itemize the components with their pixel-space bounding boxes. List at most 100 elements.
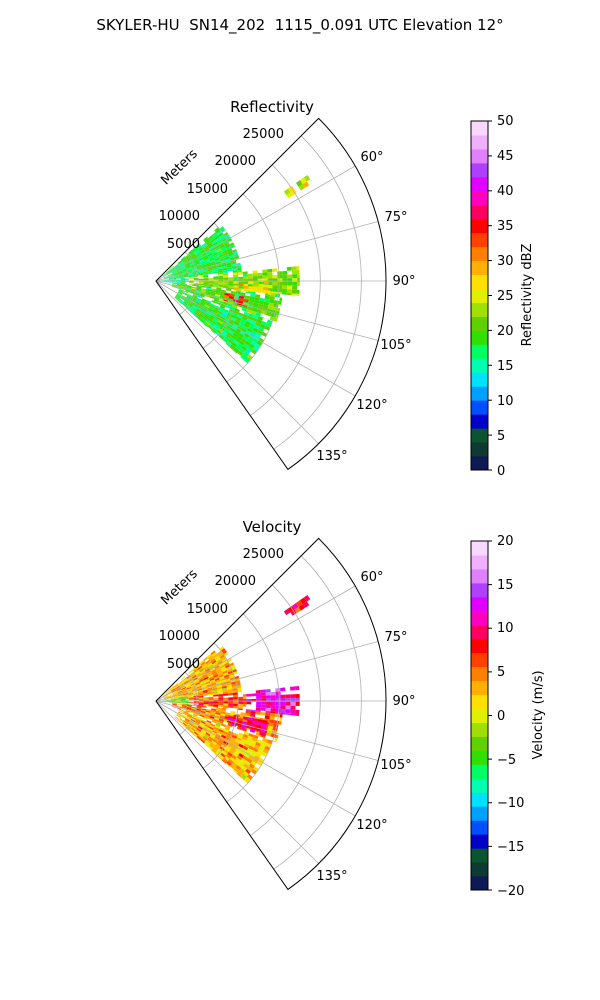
echo-cell	[230, 316, 237, 322]
echo-cell	[221, 265, 228, 269]
echo-cell	[210, 709, 217, 713]
echo-cell	[196, 736, 201, 741]
echo-cell	[252, 346, 259, 352]
echo-cell	[165, 689, 170, 693]
echo-cell	[212, 241, 218, 246]
echo-cell	[262, 272, 268, 276]
echo-cell	[181, 285, 187, 288]
echo-cell	[201, 684, 207, 688]
echo-cell	[200, 300, 206, 305]
echo-cell	[224, 747, 231, 752]
echo-cell	[180, 265, 186, 269]
echo-cell	[199, 258, 205, 263]
echo-cell	[208, 719, 214, 721]
echo-cell	[183, 274, 189, 277]
echo-cell	[174, 684, 179, 688]
echo-cell	[237, 288, 243, 291]
colorbar-tick-label: 10	[497, 394, 514, 409]
echo-cell	[205, 710, 211, 713]
echo-cell	[170, 699, 176, 701]
echo-cell	[213, 233, 219, 239]
echo-cell	[184, 263, 190, 267]
range-ring	[226, 613, 280, 803]
echo-cell	[180, 279, 186, 281]
echo-cell	[299, 177, 307, 185]
echo-cell	[201, 288, 207, 291]
echo-cell	[232, 668, 237, 673]
colorbar-tick-label: 5	[497, 665, 505, 680]
echo-cell	[183, 679, 188, 684]
colorbar-swatch	[471, 372, 488, 387]
echo-cell	[195, 709, 201, 713]
echo-cell	[225, 753, 232, 759]
colorbar-swatch	[471, 638, 488, 654]
echo-cell	[180, 256, 186, 261]
colorbar-swatch	[471, 541, 488, 556]
echo-cell	[226, 668, 233, 673]
echo-cell	[181, 714, 187, 718]
echo-cell	[166, 270, 171, 274]
colorbar-swatch	[471, 414, 488, 429]
echo-cell	[198, 702, 204, 704]
range-ring	[202, 222, 239, 349]
echo-cell	[178, 262, 184, 266]
echo-cell	[256, 309, 263, 314]
echo-cell	[202, 688, 208, 691]
echo-cell	[170, 267, 176, 272]
echo-cell	[191, 266, 197, 269]
echo-cell	[178, 299, 183, 304]
echo-cell	[238, 323, 244, 329]
echo-cell	[220, 734, 227, 739]
echo-cell	[196, 285, 202, 288]
echo-cell	[218, 334, 225, 340]
echo-cell	[202, 269, 208, 273]
echo-cell	[227, 338, 234, 345]
echo-cell	[182, 691, 188, 694]
echo-cell	[200, 310, 206, 315]
echo-cell	[178, 277, 184, 279]
echo-cell	[191, 704, 197, 707]
echo-cell	[178, 275, 184, 277]
echo-cell	[220, 324, 226, 330]
range-ring	[202, 642, 239, 769]
echo-cell	[231, 683, 237, 687]
echo-cell	[252, 338, 259, 344]
echo-cell	[256, 760, 263, 766]
echo-cell	[197, 245, 203, 250]
echo-cell	[245, 330, 252, 336]
echo-cell	[173, 278, 179, 280]
echo-cell	[272, 275, 278, 279]
echo-cell	[197, 314, 203, 319]
echo-cell	[208, 664, 214, 669]
echo-cell	[279, 297, 283, 302]
echo-cell	[210, 289, 217, 293]
echo-cell	[221, 263, 227, 267]
echo-cell	[207, 688, 213, 692]
echo-cell	[210, 682, 217, 686]
colorbar-swatch	[471, 246, 488, 262]
echo-cell	[207, 242, 213, 247]
echo-cell	[178, 299, 184, 304]
echo-cell	[204, 304, 210, 308]
echo-cell	[214, 235, 220, 240]
echo-cell	[165, 699, 171, 701]
echo-cell	[223, 285, 229, 288]
echo-cell	[171, 270, 177, 273]
echo-cell	[272, 288, 278, 293]
echo-cell	[215, 290, 221, 294]
colorbar-swatch	[471, 792, 488, 807]
echo-cell	[234, 750, 240, 756]
azimuth-spoke	[155, 221, 379, 282]
echo-cell	[190, 728, 195, 733]
echo-cell	[198, 677, 204, 681]
echo-cell	[232, 248, 237, 253]
echo-cell	[297, 273, 300, 279]
echo-cell	[232, 272, 238, 276]
echo-cell	[205, 669, 212, 674]
echo-cell	[268, 299, 275, 304]
echo-cell	[163, 695, 168, 698]
echo-cell	[186, 285, 192, 287]
echo-cell	[203, 283, 209, 286]
echo-cell	[253, 744, 260, 750]
echo-cell	[260, 707, 266, 711]
